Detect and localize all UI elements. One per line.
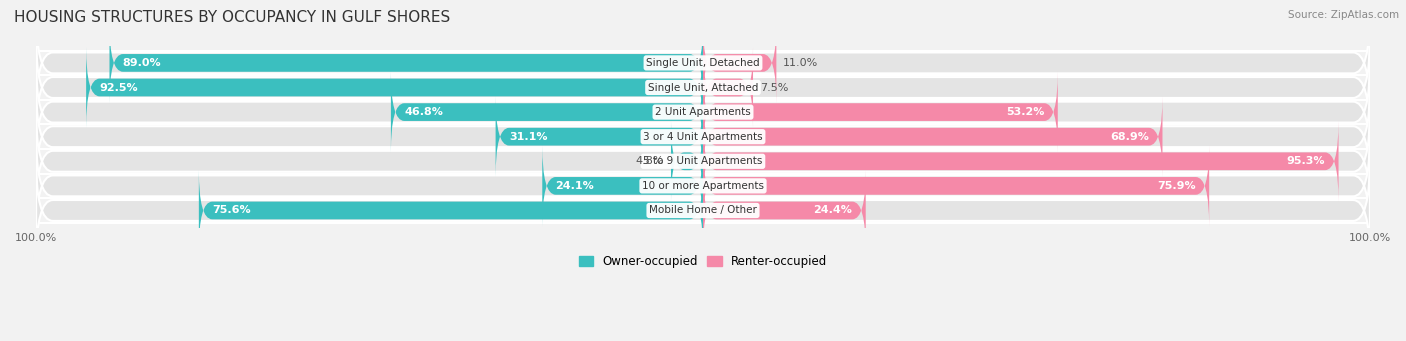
FancyBboxPatch shape — [37, 160, 1369, 262]
Text: 75.9%: 75.9% — [1157, 181, 1197, 191]
FancyBboxPatch shape — [671, 121, 703, 202]
Text: 46.8%: 46.8% — [405, 107, 443, 117]
FancyBboxPatch shape — [543, 146, 703, 226]
Text: 5 to 9 Unit Apartments: 5 to 9 Unit Apartments — [644, 156, 762, 166]
FancyBboxPatch shape — [37, 61, 1369, 163]
Text: 89.0%: 89.0% — [122, 58, 162, 68]
FancyBboxPatch shape — [37, 12, 1369, 114]
Text: 24.4%: 24.4% — [814, 206, 852, 216]
Text: 3 or 4 Unit Apartments: 3 or 4 Unit Apartments — [643, 132, 763, 142]
FancyBboxPatch shape — [86, 47, 703, 128]
Legend: Owner-occupied, Renter-occupied: Owner-occupied, Renter-occupied — [574, 250, 832, 273]
Text: 7.5%: 7.5% — [759, 83, 787, 92]
FancyBboxPatch shape — [495, 97, 703, 177]
Text: Mobile Home / Other: Mobile Home / Other — [650, 206, 756, 216]
FancyBboxPatch shape — [37, 86, 1369, 188]
FancyBboxPatch shape — [703, 121, 1339, 202]
FancyBboxPatch shape — [703, 47, 754, 128]
Text: 92.5%: 92.5% — [100, 83, 138, 92]
Text: 11.0%: 11.0% — [783, 58, 818, 68]
Text: 2 Unit Apartments: 2 Unit Apartments — [655, 107, 751, 117]
FancyBboxPatch shape — [703, 23, 776, 103]
Text: 95.3%: 95.3% — [1286, 156, 1326, 166]
FancyBboxPatch shape — [198, 170, 703, 251]
FancyBboxPatch shape — [703, 170, 866, 251]
FancyBboxPatch shape — [703, 97, 1163, 177]
Text: 68.9%: 68.9% — [1111, 132, 1149, 142]
FancyBboxPatch shape — [703, 72, 1057, 152]
FancyBboxPatch shape — [37, 110, 1369, 212]
FancyBboxPatch shape — [37, 135, 1369, 237]
Text: 31.1%: 31.1% — [509, 132, 547, 142]
Text: 4.8%: 4.8% — [636, 156, 664, 166]
Text: 75.6%: 75.6% — [212, 206, 250, 216]
Text: 24.1%: 24.1% — [555, 181, 595, 191]
Text: Single Unit, Attached: Single Unit, Attached — [648, 83, 758, 92]
Text: Source: ZipAtlas.com: Source: ZipAtlas.com — [1288, 10, 1399, 20]
Text: HOUSING STRUCTURES BY OCCUPANCY IN GULF SHORES: HOUSING STRUCTURES BY OCCUPANCY IN GULF … — [14, 10, 450, 25]
FancyBboxPatch shape — [37, 36, 1369, 138]
Text: Single Unit, Detached: Single Unit, Detached — [647, 58, 759, 68]
Text: 10 or more Apartments: 10 or more Apartments — [643, 181, 763, 191]
FancyBboxPatch shape — [703, 146, 1209, 226]
FancyBboxPatch shape — [391, 72, 703, 152]
FancyBboxPatch shape — [110, 23, 703, 103]
Text: 53.2%: 53.2% — [1007, 107, 1045, 117]
